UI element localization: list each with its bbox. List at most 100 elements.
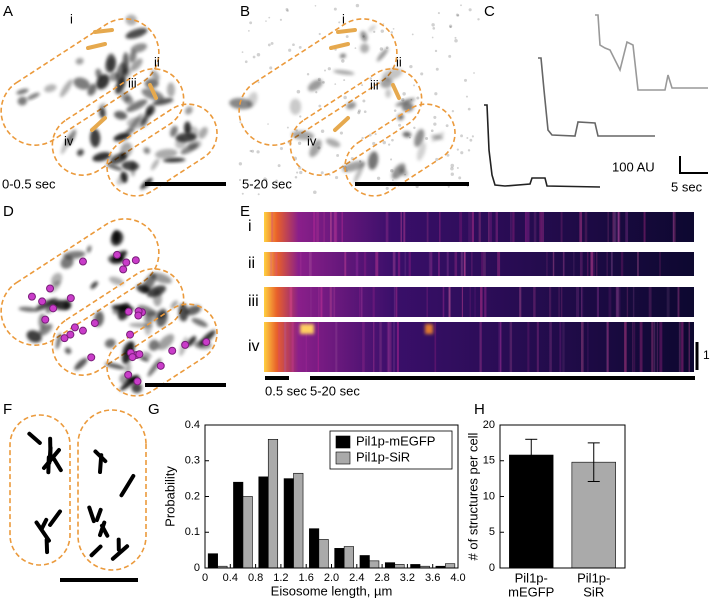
spot [128,353,137,362]
noise [368,133,372,137]
noise [373,30,376,34]
x-tick-label: 3.2 [400,572,415,584]
scale-bar [679,156,708,174]
streak [651,322,654,372]
spot [124,370,133,379]
speckle [325,138,341,148]
legend-box [329,430,453,470]
panel-label: G [148,401,160,418]
bar [242,496,253,569]
streak [393,287,396,317]
noise [391,138,394,142]
speckle [380,77,393,89]
x-tick-label: 2.0 [324,572,339,584]
streak [552,252,555,276]
streak [438,252,440,276]
noise [248,29,250,32]
streak [497,252,501,276]
streak [625,212,629,242]
noise [449,25,452,29]
noise [286,9,289,12]
speckle [73,77,91,90]
streak [527,322,530,372]
cell-outline [289,68,423,176]
noise [299,115,302,118]
streak [395,287,398,317]
streak [390,322,392,372]
streak [372,322,375,372]
streak [484,287,487,317]
x-tick-label: 2.8 [374,572,389,584]
speckle [178,303,189,322]
noise [448,24,453,28]
streak [581,287,583,317]
speckle [114,110,128,120]
bar [283,478,294,569]
speckle [416,142,427,161]
streak [509,322,513,372]
streak [313,212,316,242]
x-tick-label: mEGFP [508,584,554,599]
noise [433,115,437,119]
spot [124,307,133,316]
noise [431,36,434,39]
streak [471,252,473,276]
streak [271,212,274,242]
noise [257,193,260,196]
cell-label: iii [128,75,137,90]
streak [341,212,343,242]
legend-swatch [335,451,351,465]
spot [133,377,142,386]
noise [341,59,345,63]
noise [299,170,303,175]
speckle [125,128,135,134]
scale-label: 5 sec [671,179,703,194]
scale-label: 100 AU [612,159,655,174]
cell [77,409,147,571]
noise [270,41,274,45]
noise [277,164,281,168]
cell-outline [106,303,218,397]
streak [318,287,320,317]
noise [425,136,429,141]
eisosome [119,474,136,498]
speckle [360,30,368,42]
streak [329,212,332,242]
streak [479,322,482,372]
streak [396,322,399,372]
noise [477,18,480,21]
streak [648,287,652,317]
eisosome [110,544,130,561]
streak [446,252,449,276]
streak [596,252,598,276]
x-tick-label: 1.2 [273,572,288,584]
speckle [55,332,62,350]
streak [681,322,684,372]
streak [612,212,615,242]
speckle [106,53,116,73]
row-label: iv [248,338,260,355]
streak [533,212,537,242]
noise [376,176,381,180]
speckle [99,107,106,119]
speckle [395,98,416,107]
x-tick-label: Pil1p- [515,570,548,585]
spot [134,311,143,320]
noise [268,16,271,19]
streak [498,322,501,372]
streak [469,287,471,317]
y-tick-label: 0.3 [185,455,200,467]
streak [454,252,458,276]
cell-label: ii [396,54,402,69]
streak [481,252,484,276]
speckle [385,88,392,98]
streak [426,212,429,242]
noise [320,129,325,133]
bar [394,564,405,569]
streak [355,252,359,276]
streak [333,212,337,242]
streak [617,212,620,242]
speckle [155,148,178,159]
streak [624,322,627,372]
noise [411,33,414,36]
